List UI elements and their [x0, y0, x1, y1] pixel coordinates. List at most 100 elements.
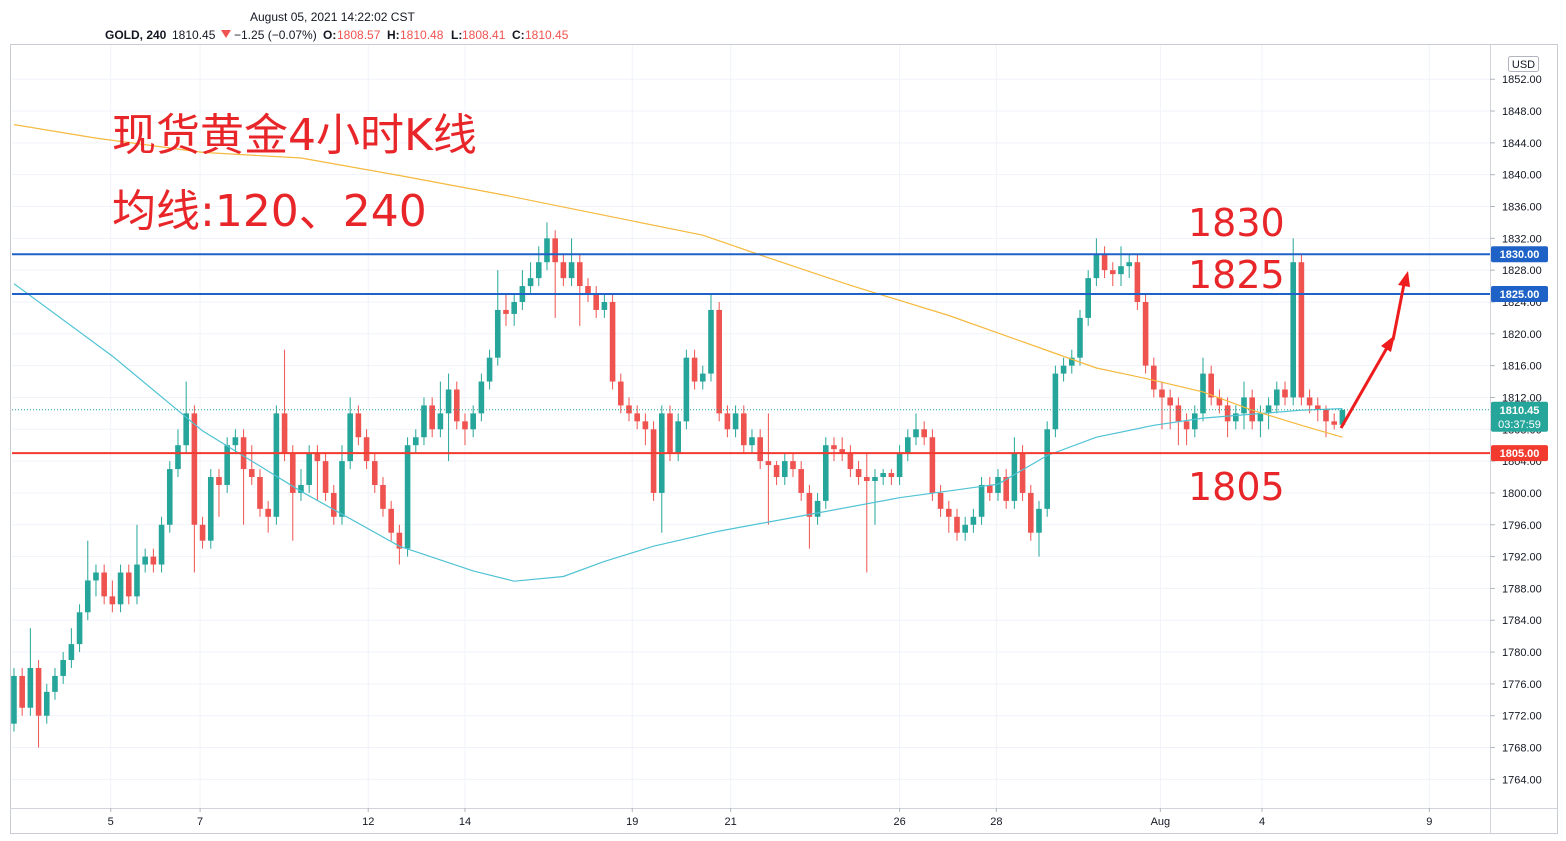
- candle-body: [1142, 301, 1149, 366]
- candle-body: [1134, 262, 1141, 302]
- candle-body: [1323, 409, 1329, 422]
- y-tick-label: 1776.00: [1502, 679, 1542, 691]
- candle-body: [478, 381, 485, 414]
- candle-body: [35, 667, 42, 716]
- candle-body: [1077, 317, 1083, 358]
- candle-body: [1027, 492, 1034, 533]
- y-tick-label: 1764.00: [1502, 774, 1542, 786]
- candle-body: [560, 262, 567, 279]
- arrow-shaft: [1391, 283, 1406, 341]
- candle-body: [1216, 397, 1223, 406]
- candle-body: [306, 453, 312, 485]
- y-tick-label: 1816.00: [1502, 361, 1542, 373]
- candle-body: [1159, 389, 1165, 398]
- chart-subtitle: 均线:120、240: [112, 186, 427, 237]
- y-tick-label: 1788.00: [1502, 583, 1542, 595]
- x-tick-label: 9: [1426, 816, 1432, 828]
- candle-body: [904, 437, 911, 454]
- candle-body: [1273, 389, 1280, 406]
- candle-body: [650, 429, 657, 493]
- annotation: 1825: [1188, 253, 1285, 297]
- candle-body: [380, 484, 386, 509]
- level-label-box: [1491, 445, 1548, 462]
- candle-body: [1191, 413, 1198, 430]
- candle-body: [855, 469, 862, 478]
- x-tick-label: Aug: [1151, 816, 1171, 828]
- candle-body: [314, 453, 321, 462]
- candle-body: [945, 508, 952, 517]
- candle-body: [781, 461, 788, 478]
- candle-body: [396, 532, 403, 549]
- candle-body: [1044, 429, 1050, 509]
- candle-body: [1167, 397, 1173, 406]
- level-label: 1805.00: [1500, 448, 1540, 460]
- candle-body: [1339, 409, 1346, 425]
- candle-body: [175, 445, 181, 470]
- candle-body: [749, 437, 755, 446]
- candle-body: [1298, 262, 1305, 398]
- candle-body: [429, 405, 435, 430]
- candle-body: [699, 373, 706, 382]
- candle-body: [1265, 405, 1272, 414]
- level-label-box: [1491, 246, 1548, 263]
- candle-body: [248, 469, 255, 478]
- candle-body: [716, 309, 722, 414]
- legend-change: −1.25 (−0.07%): [234, 28, 317, 42]
- x-tick-label: 26: [893, 816, 905, 828]
- x-tick-label: 4: [1259, 816, 1265, 828]
- candle-body: [437, 413, 444, 430]
- candle-body: [626, 405, 632, 414]
- y-tick-label: 1820.00: [1502, 329, 1542, 341]
- candle-body: [1331, 421, 1337, 425]
- candle-body: [601, 301, 608, 310]
- candle-body: [117, 572, 124, 605]
- candle-body: [453, 389, 460, 422]
- candle-body: [511, 301, 517, 314]
- candle-body: [937, 492, 944, 509]
- candle-body: [585, 286, 591, 295]
- legend-value: 1810.45: [525, 28, 569, 42]
- candle-body: [593, 294, 599, 310]
- candle-body: [298, 484, 304, 493]
- legend-last: 1810.45: [172, 28, 216, 42]
- arrow-shaft: [1339, 345, 1390, 429]
- candle-body: [1306, 397, 1313, 406]
- currency-box: [1508, 56, 1539, 72]
- candle-body: [1224, 405, 1231, 422]
- candle-body: [224, 445, 230, 485]
- candle-body: [1085, 278, 1091, 318]
- candle-body: [880, 473, 886, 478]
- x-tick-label: 7: [197, 816, 203, 828]
- candle-body: [330, 492, 337, 517]
- candle-body: [1101, 254, 1108, 271]
- y-tick-label: 1848.00: [1502, 106, 1542, 118]
- y-tick-label: 1844.00: [1502, 138, 1542, 150]
- candle-body: [790, 461, 796, 470]
- candle-body: [11, 675, 17, 724]
- candle-body: [273, 413, 280, 517]
- candle-body: [462, 421, 468, 430]
- candle-body: [125, 572, 132, 597]
- candle-body: [913, 429, 919, 438]
- candle-body: [527, 278, 534, 287]
- candle-body: [888, 473, 895, 478]
- y-tick-label: 1772.00: [1502, 711, 1542, 723]
- candle-body: [535, 262, 542, 279]
- candle-body: [19, 675, 25, 708]
- candle-body: [609, 301, 616, 382]
- candle-body: [68, 644, 75, 661]
- candle-body: [404, 445, 411, 549]
- candle-body: [421, 405, 427, 438]
- candle-body: [773, 465, 780, 478]
- candle-body: [52, 675, 58, 692]
- candle-body: [322, 461, 329, 493]
- candle-body: [412, 437, 419, 446]
- candle-body: [617, 381, 624, 406]
- candle-body: [191, 413, 198, 525]
- level-label: 1825.00: [1500, 289, 1540, 301]
- candle-body: [199, 524, 206, 541]
- y-tick-label: 1852.00: [1502, 74, 1542, 86]
- candle-body: [1052, 373, 1059, 430]
- candle-body: [568, 262, 575, 279]
